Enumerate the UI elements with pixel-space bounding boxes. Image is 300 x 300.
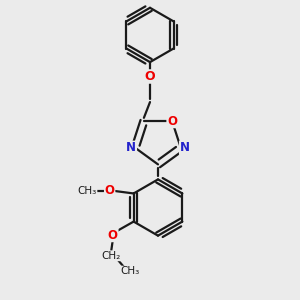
Text: O: O [167, 115, 177, 128]
Text: N: N [180, 141, 190, 154]
Text: CH₃: CH₃ [121, 266, 140, 276]
Text: CH₂: CH₂ [102, 251, 121, 261]
Text: O: O [108, 229, 118, 242]
Text: O: O [105, 184, 115, 197]
Text: CH₃: CH₃ [78, 186, 97, 196]
Text: N: N [126, 141, 136, 154]
Text: O: O [145, 70, 155, 83]
